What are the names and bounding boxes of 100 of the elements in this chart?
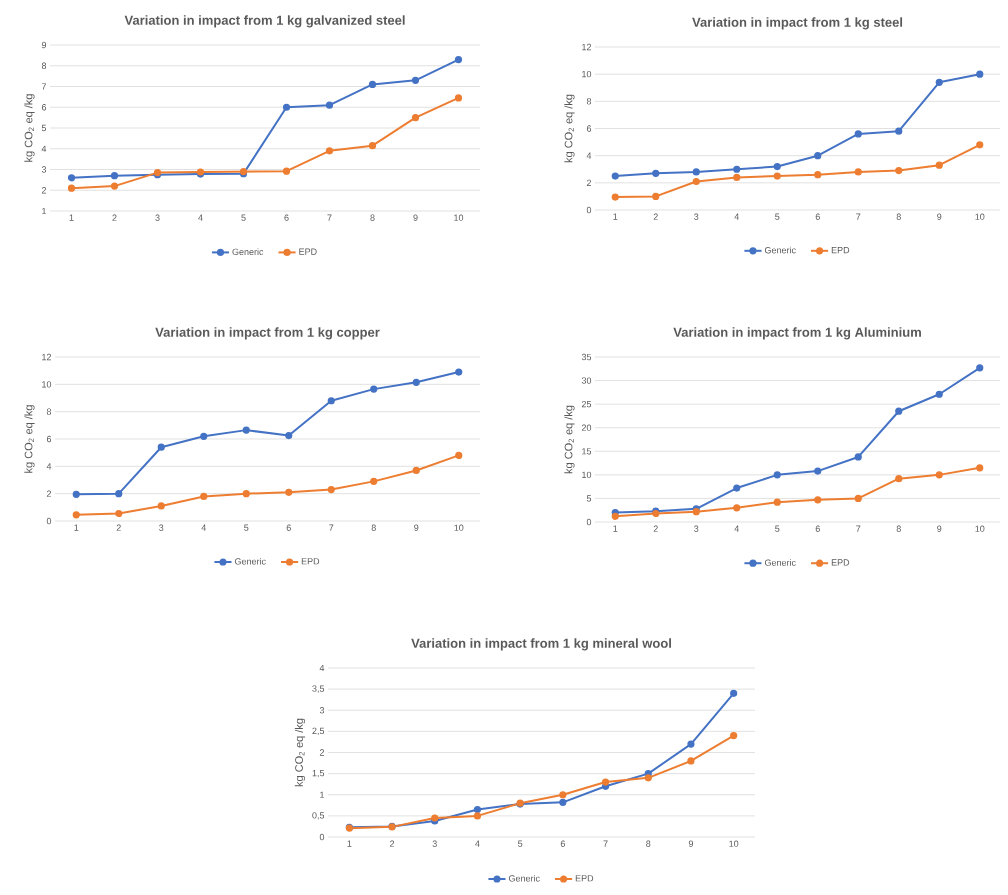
x-tick-label: 1 [613,213,618,220]
x-tick-label: 6 [815,525,820,532]
y-tick-label: 12 [42,353,52,361]
y-tick-label: 0 [586,206,592,214]
y-tick-label: 10 [42,381,52,388]
x-tick-label: 1 [74,524,79,531]
x-tick-label: 7 [603,840,608,847]
x-tick-label: 8 [646,840,651,847]
x-tick-label: 8 [371,524,376,531]
y-tick-label: 4 [319,664,325,672]
y-tick-label: 0 [319,833,325,841]
legend-label: Generic [232,248,264,256]
y-axis-title: kg CO$_{2}$ eq /kg [24,94,35,162]
y-tick-label: 6 [586,125,592,132]
x-tick-label: 6 [560,840,565,847]
x-tick-label: 3 [694,525,699,532]
chart-title: Variation in impact from 1 kg galvanized steel [124,15,405,28]
x-tick-label: 9 [937,213,942,220]
x-tick-label: 9 [688,840,694,847]
legend-label: EPD [301,558,320,565]
x-tick-label: 9 [413,214,418,221]
y-tick-label: 1,5 [312,769,325,778]
y-tick-label: 1 [320,791,325,798]
x-tick-label: 4 [734,525,739,532]
y-tick-label: 3,5 [312,685,325,693]
x-tick-label: 10 [975,213,985,220]
x-tick-label: 8 [896,213,901,220]
y-tick-label: 2 [41,187,47,194]
x-tick-label: 10 [975,525,985,532]
y-tick-label: 30 [581,377,592,384]
y-tick-label: 10 [582,70,592,78]
x-tick-label: 7 [329,524,334,531]
chart-title: Variation in impact from 1 kg steel [692,17,903,30]
x-tick-label: 1 [69,214,74,221]
x-tick-label: 7 [327,214,332,221]
x-tick-label: 2 [112,214,117,221]
y-tick-label: 5 [586,495,592,502]
x-tick-label: 4 [734,213,739,220]
x-tick-label: 4 [198,214,203,221]
legend-label: Generic [764,246,796,254]
x-tick-label: 1 [347,840,352,847]
legend-label: EPD [831,246,850,254]
x-tick-label: 6 [815,213,820,220]
y-axis-title: kg CO$_{2}$ eq /kg [24,405,35,473]
y-tick-label: 3 [319,707,325,714]
legend-label: EPD [575,875,594,882]
y-tick-label: 2 [586,179,592,186]
x-tick-label: 8 [370,214,375,221]
x-tick-label: 9 [414,524,419,531]
x-tick-label: 5 [775,213,780,220]
legend-label: Generic [764,559,796,566]
x-tick-label: 5 [241,214,246,221]
y-axis-title: kg CO$_{2}$ eq /kg [564,94,575,163]
x-tick-label: 5 [775,525,780,532]
y-tick-label: 9 [41,41,47,49]
y-tick-label: 4 [46,463,52,470]
x-tick-label: 8 [896,525,901,532]
x-tick-label: 3 [432,840,437,847]
y-tick-label: 4 [41,145,47,152]
x-tick-label: 2 [653,213,658,220]
chart-title: Variation in impact from 1 kg mineral wool [411,638,671,651]
x-tick-label: 5 [244,524,249,531]
y-tick-label: 8 [46,408,52,415]
y-tick-label: 6 [41,104,47,111]
x-tick-label: 3 [159,524,164,531]
legend-label: EPD [831,559,850,566]
y-tick-label: 7 [41,83,47,90]
x-tick-label: 4 [475,840,480,847]
x-tick-label: 2 [116,524,121,531]
y-tick-label: 5 [41,124,47,132]
y-tick-label: 8 [586,98,592,105]
x-tick-label: 7 [856,525,861,532]
x-tick-label: 3 [694,213,699,220]
x-tick-label: 1 [613,525,618,532]
y-tick-label: 35 [581,353,592,361]
x-tick-label: 10 [454,524,464,531]
y-tick-label: 4 [586,152,592,159]
chart-title: Variation in impact from 1 kg copper [155,327,380,340]
chart-title: Variation in impact from 1 kg Aluminium [673,327,921,340]
y-tick-label: 0,5 [312,812,325,820]
y-tick-label: 15 [582,448,592,455]
x-tick-label: 9 [937,525,942,532]
legend-label: Generic [508,875,540,882]
y-tick-label: 10 [582,471,592,479]
x-tick-label: 10 [454,214,464,221]
x-tick-label: 2 [653,525,658,532]
x-tick-label: 5 [518,840,523,847]
y-tick-label: 1 [42,207,47,215]
y-tick-label: 3 [41,166,47,173]
y-tick-label: 0 [46,517,52,525]
x-tick-label: 2 [390,840,395,847]
x-tick-label: 6 [284,214,289,221]
y-tick-label: 2 [319,749,325,756]
x-tick-label: 10 [729,840,739,847]
x-tick-label: 7 [856,213,861,220]
y-axis-title: kg CO$_{2}$ eq /kg [564,405,575,474]
x-tick-label: 4 [201,524,206,531]
y-tick-label: 2,5 [312,727,325,736]
legend-label: EPD [299,248,317,255]
y-tick-label: 6 [46,435,52,443]
